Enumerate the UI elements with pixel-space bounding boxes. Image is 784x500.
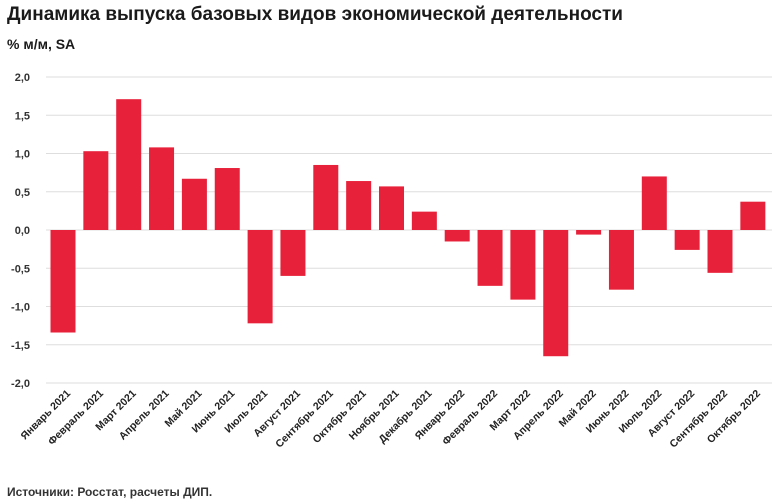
- y-tick-label: -0,5: [11, 263, 30, 275]
- bar: [477, 230, 503, 286]
- bar: [674, 230, 700, 250]
- bar: [379, 186, 404, 230]
- bar: [50, 230, 76, 333]
- y-tick-label: 0,0: [15, 225, 30, 237]
- bar: [510, 230, 536, 300]
- bar: [247, 230, 273, 324]
- x-category-label: Сентябрь 2022: [667, 388, 730, 451]
- bar: [313, 164, 339, 230]
- y-tick-label: -2,0: [11, 378, 30, 390]
- bar: [346, 181, 372, 230]
- y-tick-label: -1,5: [11, 340, 30, 352]
- bar: [116, 99, 142, 230]
- bar: [608, 230, 634, 290]
- bar: [214, 168, 240, 230]
- y-tick-label: -1,0: [11, 302, 30, 314]
- bar: [641, 176, 667, 230]
- y-tick-label: 1,5: [15, 110, 30, 122]
- bar: [543, 230, 569, 357]
- bar: [444, 230, 470, 242]
- bar-chart: 2,0 1,5 1,0 0,5 0,0 -0,5 -1,0 -1,5 -2,0 Январь 2…: [11, 72, 772, 451]
- bar: [280, 230, 306, 276]
- y-tick-label: 2,0: [15, 72, 30, 84]
- chart-subtitle: % м/м, SA: [7, 36, 76, 52]
- chart-title: Динамика выпуска базовых видов экономиче…: [7, 4, 623, 25]
- x-category-label: Сентябрь 2021: [273, 388, 336, 451]
- bar: [707, 230, 733, 273]
- bar: [149, 147, 175, 230]
- bar: [83, 151, 109, 230]
- bar: [740, 201, 766, 230]
- y-tick-label: 0,5: [15, 187, 30, 199]
- bar: [181, 178, 207, 230]
- y-axis-ticks: 2,0 1,5 1,0 0,5 0,0 -0,5 -1,0 -1,5 -2,0: [11, 72, 30, 390]
- bar: [576, 230, 602, 235]
- y-tick-label: 1,0: [15, 149, 30, 161]
- bars: [50, 99, 766, 357]
- source-note: Источники: Росстат, расчеты ДИП.: [7, 485, 213, 499]
- bar: [411, 211, 437, 230]
